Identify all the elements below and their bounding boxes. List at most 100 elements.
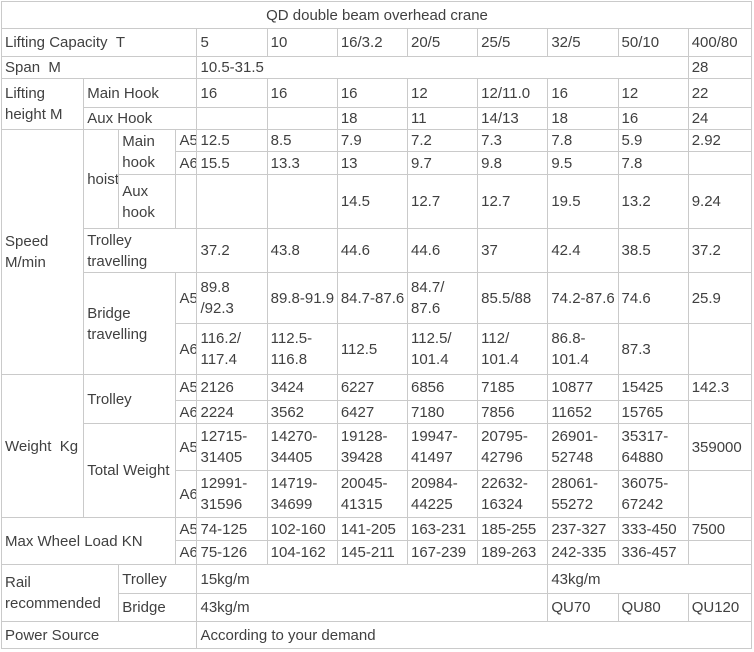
table-cell: 10.5-31.5 bbox=[196, 56, 689, 79]
table-cell: 5.9 bbox=[617, 129, 689, 152]
table-cell: 7.8 bbox=[547, 129, 619, 152]
table-cell: 12.7 bbox=[406, 174, 479, 229]
table-cell: 9.24 bbox=[687, 174, 753, 229]
label-power-source: Power Source bbox=[0, 621, 198, 649]
table-row: Bridge 43kg/m QU70 QU80 QU120 bbox=[2, 593, 753, 622]
label-a6: A6 bbox=[175, 151, 198, 175]
table-cell: 22 bbox=[687, 78, 753, 108]
table-row: Lifting height M Main Hook 16 16 16 12 12/11.0… bbox=[0, 78, 753, 130]
table-cell: 38.5 bbox=[617, 228, 689, 273]
table-cell: 10877 bbox=[547, 374, 619, 401]
table-cell: 12.7 bbox=[477, 174, 549, 229]
table-cell: 74.6 bbox=[617, 272, 689, 324]
table-cell: 74-125 bbox=[196, 517, 268, 541]
table-cell: 12 bbox=[406, 78, 479, 108]
label-a5: A5 bbox=[175, 374, 198, 401]
label-speed-aux-hook: Aux hook bbox=[118, 174, 177, 229]
table-row: Speed M/min hoist Main hook A5 12.5 8.5 7.9 7.2… bbox=[0, 129, 753, 375]
table-cell: 9.8 bbox=[477, 151, 549, 175]
table-cell: 43kg/m bbox=[196, 593, 549, 622]
table-cell: 112.5/ 101.4 bbox=[406, 323, 479, 375]
label-rail-bridge: Bridge bbox=[118, 593, 198, 622]
label-speed: Speed M/min bbox=[0, 129, 85, 375]
table-cell: 13.2 bbox=[617, 174, 689, 229]
table-cell: 16 bbox=[617, 107, 689, 130]
table-cell: 43kg/m bbox=[547, 564, 752, 594]
table-cell: 84.7/ 87.6 bbox=[406, 272, 479, 324]
table-cell: 20/5 bbox=[406, 28, 479, 57]
table-cell: 163-231 bbox=[406, 517, 479, 541]
label-speed-main-hook: Main hook bbox=[118, 129, 177, 175]
table-cell bbox=[196, 107, 268, 130]
table-cell: 12991- 31596 bbox=[196, 470, 268, 518]
table-cell: 37.2 bbox=[196, 228, 268, 273]
table-cell: 7.3 bbox=[477, 129, 549, 152]
table-cell: 141-205 bbox=[336, 517, 409, 541]
table-cell: 7180 bbox=[406, 400, 479, 424]
table-cell: 50/10 bbox=[617, 28, 689, 57]
table-cell: 12.5 bbox=[196, 129, 268, 152]
label-weight: Weight Kg bbox=[0, 374, 85, 518]
table-cell: 28 bbox=[687, 56, 753, 79]
table-cell: 15765 bbox=[617, 400, 689, 424]
table-cell bbox=[266, 174, 338, 229]
table-cell: 8.5 bbox=[266, 129, 338, 152]
table-cell: 7.2 bbox=[406, 129, 479, 152]
label-a5: A5 bbox=[175, 423, 198, 471]
table-cell: 87.3 bbox=[617, 323, 689, 375]
table-cell: 112.5 bbox=[336, 323, 409, 375]
table-cell: 10 bbox=[266, 28, 338, 57]
table-cell bbox=[687, 540, 753, 565]
table-cell: 13.3 bbox=[266, 151, 338, 175]
table-cell: 20984- 44225 bbox=[406, 470, 479, 518]
table-cell: 89.8-91.9 bbox=[266, 272, 338, 324]
table-cell: 13 bbox=[336, 151, 409, 175]
table-title: QD double beam overhead crane bbox=[1, 1, 752, 29]
table-cell: 5 bbox=[196, 28, 268, 57]
table-cell: 359000 bbox=[687, 423, 753, 471]
table-cell: 14719- 34699 bbox=[266, 470, 338, 518]
table-cell: 142.3 bbox=[687, 374, 753, 401]
table-cell: 7856 bbox=[477, 400, 549, 424]
table-cell bbox=[266, 107, 338, 130]
table-cell: 37 bbox=[477, 228, 549, 273]
table-cell: 336-457 bbox=[617, 540, 689, 565]
label-aux-hook: Aux Hook bbox=[83, 107, 198, 130]
table-cell: 37.2 bbox=[687, 228, 753, 273]
table-cell: 89.8 /92.3 bbox=[196, 272, 268, 324]
table-cell: 400/80 bbox=[687, 28, 753, 57]
label-main-hook: Main Hook bbox=[83, 78, 198, 108]
table-row: Lifting Capacity T 5 10 16/3.2 20/5 25/5 32/5 5… bbox=[0, 28, 753, 57]
table-cell: 7500 bbox=[687, 517, 753, 541]
table-cell: 42.4 bbox=[547, 228, 619, 273]
table-cell: 2224 bbox=[196, 400, 268, 424]
table-row: A6 75-126 104-162 145-211 167-239 189-263 242-… bbox=[2, 540, 753, 565]
table-cell: 7185 bbox=[477, 374, 549, 401]
table-row: A6 12991- 31596 14719- 34699 20045- 41315 20… bbox=[2, 470, 753, 518]
table-cell: QU120 bbox=[687, 593, 753, 622]
table-cell: 43.8 bbox=[266, 228, 338, 273]
table-cell bbox=[175, 174, 198, 229]
power-source-value: According to your demand bbox=[196, 621, 752, 649]
table-cell: 18 bbox=[336, 107, 409, 130]
table-cell: 28061- 55272 bbox=[547, 470, 619, 518]
label-max-wheel-load: Max Wheel Load KN bbox=[0, 517, 177, 565]
table-cell: QU70 bbox=[547, 593, 619, 622]
table-cell: 35317- 64880 bbox=[617, 423, 689, 471]
table-cell: 16 bbox=[547, 78, 619, 108]
table-cell: 22632- 16324 bbox=[477, 470, 549, 518]
table-cell: 44.6 bbox=[336, 228, 409, 273]
table-cell: 25.9 bbox=[687, 272, 753, 324]
table-cell bbox=[687, 323, 753, 375]
label-span: Span M bbox=[0, 56, 198, 79]
table-cell: 11652 bbox=[547, 400, 619, 424]
label-a5: A5 bbox=[175, 129, 198, 152]
table-cell: 237-327 bbox=[547, 517, 619, 541]
label-trolley-travelling: Trolley travelling bbox=[83, 228, 198, 273]
table-cell: QU80 bbox=[617, 593, 689, 622]
table-cell: 20795- 42796 bbox=[477, 423, 549, 471]
table-cell: 9.5 bbox=[547, 151, 619, 175]
table-cell: 15kg/m bbox=[196, 564, 549, 594]
table-cell: 104-162 bbox=[266, 540, 338, 565]
label-a5: A5 bbox=[175, 272, 198, 324]
